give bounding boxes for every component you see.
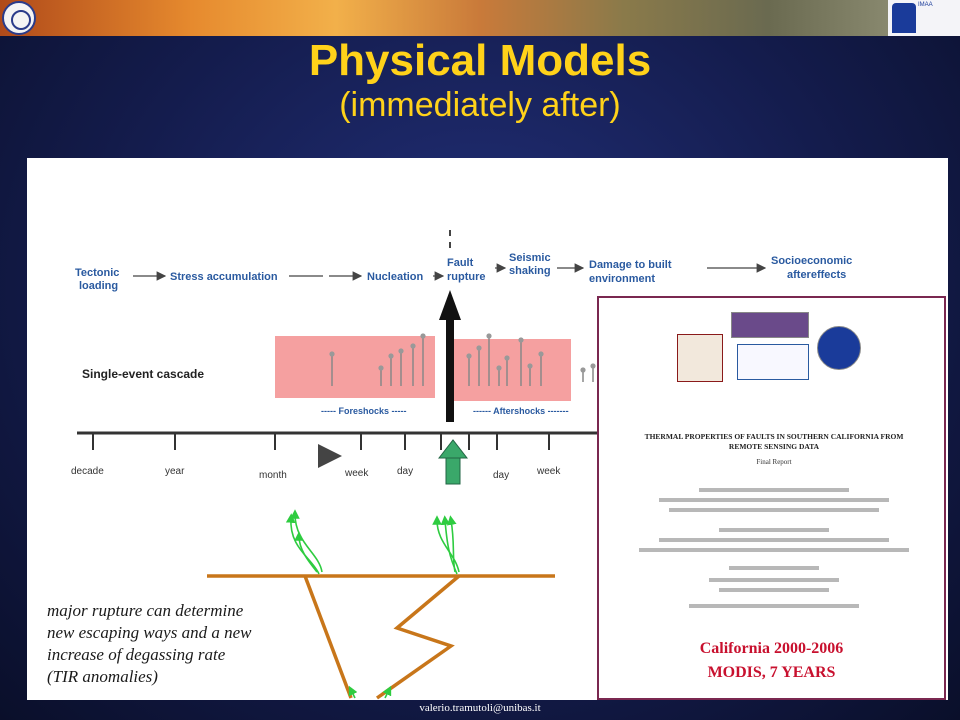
event-marker: [378, 365, 384, 371]
flow-step-stress: Stress accumulation: [170, 271, 278, 283]
report-thumbnail: THERMAL PROPERTIES OF FAULTS IN SOUTHERN…: [597, 296, 946, 700]
flow-step-nucleation: Nucleation: [367, 271, 424, 283]
rupture-up-arrow-icon: [439, 290, 461, 422]
gas-arrow-bottom-2: [382, 685, 392, 699]
flow-step-socio: Socioeconomic aftereffects: [771, 255, 855, 281]
report-text-line: [659, 538, 889, 542]
nasa-logo: [817, 326, 861, 370]
flow-step-fault-rupture: Fault rupture: [447, 257, 486, 283]
event-marker: [538, 351, 544, 357]
report-title: THERMAL PROPERTIES OF FAULTS IN SOUTHERN…: [644, 432, 904, 451]
slide-subtitle: (immediately after): [339, 86, 621, 124]
flow-step-seismic: Seismic shaking: [509, 252, 554, 277]
sponsor-logos: [675, 310, 875, 390]
report-text-line: [669, 508, 879, 512]
scale-label-year: year: [165, 466, 185, 477]
footer-email: valerio.tramutoli@unibas.it: [419, 702, 541, 714]
fault-l2: rupture: [447, 271, 486, 283]
flow-step-damage: Damage to built environment: [589, 259, 675, 285]
foreshock-highlight: [275, 336, 435, 398]
scale-label-month: month: [259, 470, 287, 481]
event-stems: [329, 333, 596, 386]
imaa-logo: IMAA: [888, 0, 960, 36]
flow-step-tectonic-l2: loading: [79, 280, 118, 292]
scale-label-week-after: week: [536, 466, 561, 477]
event-marker: [388, 353, 394, 359]
cascade-label: Single-event cascade: [82, 367, 204, 381]
saic-logo: [737, 344, 809, 380]
damage-l1: Damage to built: [589, 259, 672, 271]
scale-label-day-after: day: [493, 470, 509, 481]
flow-step-tectonic-l1: Tectonic: [75, 267, 119, 279]
gas-arrow-left-2: [285, 513, 320, 575]
event-marker: [476, 345, 482, 351]
report-text-line: [719, 588, 829, 592]
event-marker: [486, 333, 492, 339]
imageair-logo: [731, 312, 809, 338]
gas-arrow-right-1: [432, 515, 460, 573]
report-text-line: [719, 528, 829, 532]
event-marker: [527, 363, 533, 369]
gas-arrow-left-1: [290, 509, 323, 573]
event-marker: [518, 337, 524, 343]
green-up-arrow-icon: [437, 439, 469, 485]
report-text-line: [659, 498, 889, 502]
report-text-line: [699, 488, 849, 492]
gas-arrow-right-3: [447, 515, 457, 573]
scale-label-decade: decade: [71, 466, 104, 477]
fault-branch-right: [375, 574, 461, 700]
event-marker: [590, 363, 596, 369]
usc-logo: [677, 334, 723, 382]
event-marker: [329, 351, 335, 357]
gas-arrow-left-3: [294, 531, 318, 573]
report-caption-line2: MODIS, 7 YEARS: [707, 664, 836, 681]
seismic-l2: shaking: [509, 265, 551, 277]
gas-arrow-bottom-1: [348, 685, 358, 699]
fault-branch-left: [303, 575, 353, 699]
report-text-line: [709, 578, 839, 582]
event-marker: [410, 343, 416, 349]
scale-label-day: day: [397, 466, 413, 477]
damage-l2: environment: [589, 273, 655, 285]
seismic-l1: Seismic: [509, 252, 551, 264]
university-logo: [2, 1, 36, 35]
socio-l2: aftereffects: [787, 269, 846, 281]
report-caption-line1: California 2000-2006: [699, 640, 844, 657]
event-marker: [420, 333, 426, 339]
event-marker: [580, 367, 586, 373]
event-marker: [466, 353, 472, 359]
event-marker: [398, 348, 404, 354]
event-marker: [504, 355, 510, 361]
report-text-line: [729, 566, 819, 570]
report-text-line: [639, 548, 909, 552]
foreshocks-label: ----- Foreshocks -----: [321, 406, 407, 416]
top-banner-image: [0, 0, 960, 36]
rupture-note: major rupture can determine new escaping…: [47, 601, 252, 686]
flow-step-tectonic: Tectonic loading: [75, 267, 122, 292]
slide-title: Physical Models: [308, 36, 652, 85]
fault-l1: Fault: [447, 257, 474, 269]
aftershocks-label: ------ Aftershocks -------: [473, 406, 569, 416]
event-marker: [496, 365, 502, 371]
report-subtitle: Final Report: [756, 458, 792, 466]
aftershock-highlight: [453, 339, 571, 401]
socio-l1: Socioeconomic: [771, 255, 852, 267]
physical-model-diagram: Tectonic loading Stress accumulation Nuc…: [71, 230, 855, 700]
report-text-line: [689, 604, 859, 608]
scale-label-week: week: [344, 468, 369, 479]
time-axis-ticks: [92, 434, 550, 450]
